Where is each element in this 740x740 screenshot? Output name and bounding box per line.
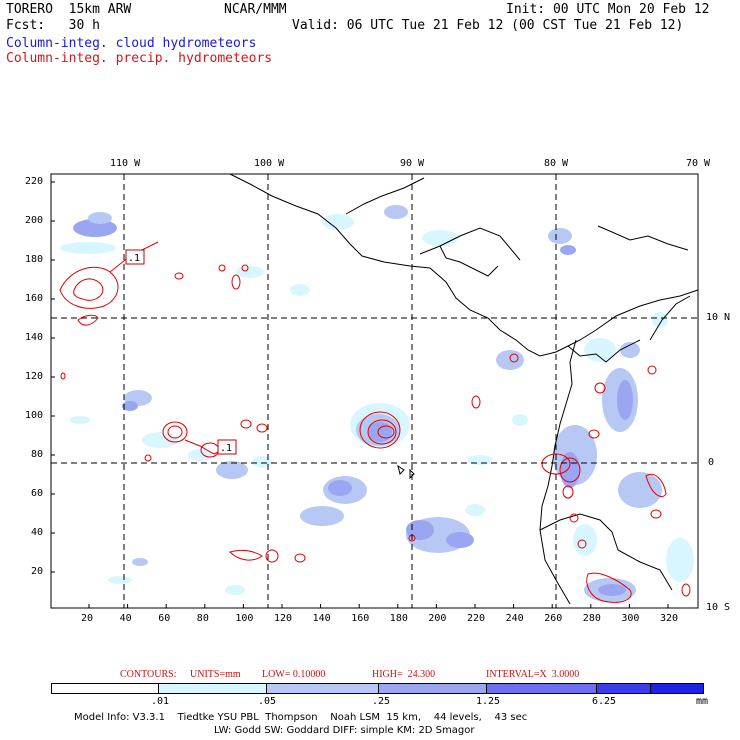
precip-contours [59,241,691,603]
x-tick-label: 160 [351,613,370,624]
x-tick-label: 300 [621,613,640,624]
contours-label: CONTOURS: [120,669,177,680]
legend-swatch [486,683,597,694]
contours-units: UNITS=mm [190,669,241,680]
legend-swatch [650,683,704,694]
y-tick-label: 180 [25,254,44,265]
y-tick-label: 200 [25,215,44,226]
x-tick-label: 180 [389,613,408,624]
contours-high: HIGH= 24.300 [372,669,436,680]
legend-swatch [266,683,379,694]
legend-swatch [378,683,487,694]
lon-label-90w: 90 W [400,158,425,169]
y-tick-label: 120 [25,371,44,382]
contour-label: .1 [128,253,140,264]
x-tick-label: 240 [505,613,524,624]
model-title: TORERO 15km ARW [6,2,132,17]
y-tick-label: 20 [31,566,44,577]
legend-threshold: .01 [151,696,170,707]
x-tick-label: 100 [235,613,254,624]
y-tick-label: 60 [31,488,44,499]
lon-label-110w: 110 W [110,158,141,169]
contour-label: .1 [220,443,232,454]
y-tick-label: 40 [31,527,44,538]
legend-threshold: .25 [372,696,391,707]
legend-swatch [51,683,159,694]
contours-interval: INTERVAL=X 3.0000 [486,669,580,680]
x-tick-label: 260 [544,613,563,624]
x-tick-label: 80 [196,613,209,624]
coastlines [229,173,699,605]
x-tick-label: 140 [312,613,331,624]
legend-threshold: 1.25 [476,696,501,707]
lat-label-0: 0 [708,457,715,468]
init-time: Init: 00 UTC Mon 20 Feb 12 [506,2,710,17]
legend-swatch [596,683,651,694]
y-tick-label: 160 [25,293,44,304]
legend-threshold: .05 [258,696,277,707]
x-tick-label: 120 [274,613,293,624]
model-info-line2: LW: Godd SW: Goddard DIFF: simple KM: 2D… [214,725,475,736]
contour-label-box [125,249,145,265]
y-tick-label: 80 [31,449,44,460]
legend-threshold: 6.25 [592,696,617,707]
x-tick-label: 20 [81,613,94,624]
valid-time: Valid: 06 UTC Tue 21 Feb 12 (00 CST Tue … [292,18,684,33]
y-tick-label: 140 [25,332,44,343]
axis-ticks [51,181,669,608]
y-tick-label: 220 [25,176,44,187]
latlon-grid [51,174,698,608]
x-tick-label: 220 [467,613,486,624]
x-tick-label: 60 [158,613,171,624]
x-tick-label: 320 [660,613,679,624]
organization-label: NCAR/MMM [224,2,287,17]
x-tick-label: 200 [428,613,447,624]
x-tick-label: 280 [582,613,601,624]
lat-label-10n: 10 N [706,312,731,323]
precip-field-label: Column-integ. precip. hydrometeors [6,51,273,66]
contours-low: LOW= 0.10000 [262,669,326,680]
contour-label-box [217,439,237,455]
lon-label-70w: 70 W [686,158,711,169]
legend-swatch [158,683,267,694]
legend-units: mm [696,696,709,707]
model-info-line1: Model Info: V3.3.1 Tiedtke YSU PBL Thomp… [74,712,528,723]
lon-label-80w: 80 W [544,158,569,169]
y-tick-label: 100 [25,410,44,421]
map-frame [50,173,699,609]
cloud-field-label: Column-integ. cloud hydrometeors [6,36,257,51]
lat-label-10s: 10 S [706,602,731,613]
lon-label-100w: 100 W [254,158,285,169]
x-tick-label: 40 [119,613,132,624]
cloud-shading [60,205,694,602]
forecast-hour: Fcst: 30 h [6,18,100,33]
